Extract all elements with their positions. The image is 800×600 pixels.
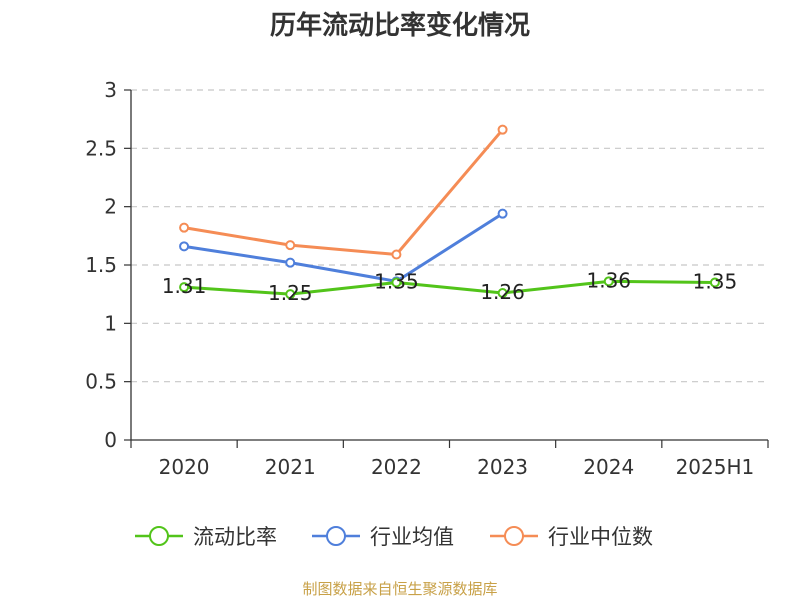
- y-tick-label: 1: [104, 311, 117, 335]
- data-label: 1.31: [162, 274, 207, 298]
- y-tick-label: 0: [104, 428, 117, 452]
- series-line: [183, 128, 504, 256]
- data-label: 1.35: [374, 270, 419, 294]
- data-point: [179, 282, 190, 293]
- series-line: [183, 279, 715, 296]
- x-tick-label: 2023: [477, 455, 528, 479]
- legend-swatch-marker: [504, 526, 524, 546]
- data-point: [179, 222, 190, 233]
- data-point: [285, 240, 296, 251]
- data-point: [285, 257, 296, 268]
- legend-label: 流动比率: [193, 525, 277, 549]
- x-tick-label: 2021: [265, 455, 316, 479]
- x-tick-label: 2024: [583, 455, 634, 479]
- data-label: 1.26: [480, 280, 525, 304]
- legend-label: 行业均值: [370, 525, 454, 549]
- data-point: [391, 249, 402, 260]
- series-line: [183, 212, 504, 283]
- y-tick-label: 0.5: [85, 370, 117, 394]
- x-tick-label: 2022: [371, 455, 422, 479]
- data-point: [179, 241, 190, 252]
- y-tick-label: 3: [104, 78, 117, 102]
- y-tick-label: 2.5: [85, 136, 117, 160]
- data-label: 1.25: [268, 281, 313, 305]
- y-tick-label: 2: [104, 195, 117, 219]
- data-source: 制图数据来自恒生聚源数据库: [302, 580, 498, 598]
- data-point: [497, 208, 508, 219]
- data-point: [497, 124, 508, 135]
- y-tick-label: 1.5: [85, 253, 117, 277]
- x-tick-label: 2020: [159, 455, 210, 479]
- data-point: [497, 288, 508, 298]
- data-point: [603, 276, 614, 287]
- data-point: [285, 289, 296, 300]
- data-point: [709, 277, 720, 288]
- data-label: 1.36: [586, 268, 631, 292]
- legend-swatch-marker: [149, 526, 169, 546]
- data-point: [391, 277, 402, 288]
- x-tick-label: 2025H1: [676, 455, 755, 479]
- legend-label: 行业中位数: [548, 525, 653, 549]
- data-label: 1.35: [693, 270, 738, 294]
- chart-title: 历年流动比率变化情况: [269, 11, 530, 41]
- legend-swatch-marker: [326, 526, 346, 546]
